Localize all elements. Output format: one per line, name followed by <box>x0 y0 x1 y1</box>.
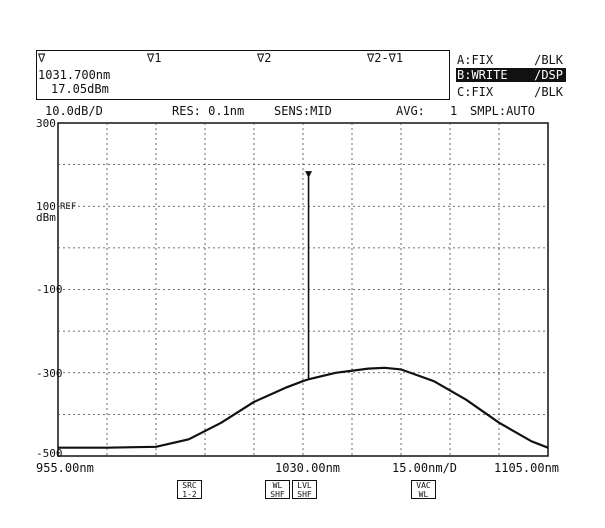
y-tick-minus300: -300 <box>36 367 63 380</box>
y-tick-minus500: -500 <box>36 447 63 460</box>
scale-readout: 10.0dB/D <box>45 104 103 118</box>
sampling-readout: SMPL:AUTO <box>470 104 536 118</box>
marker-diff-label: ∇2-∇1 <box>367 51 404 65</box>
marker-info-box: ∇ ∇1 ∇2 ∇2-∇1 1031.700nm 17.05dBm <box>36 50 450 100</box>
y-tick-300: 300 <box>36 117 56 130</box>
peak-marker-icon <box>305 171 313 179</box>
resolution-readout: RES: 0.1nm <box>172 104 245 118</box>
softkey-wl-shift[interactable]: WL SHF <box>265 480 290 499</box>
x-start-label: 955.00nm <box>36 461 94 475</box>
average-value: 1 <box>450 104 458 118</box>
softkey-vac-wl[interactable]: VAC WL <box>411 480 436 499</box>
trace-b-state: /DSP <box>534 68 563 82</box>
y-ref-label: REF <box>60 202 77 212</box>
y-unit-label: dBm <box>36 211 56 224</box>
trace-a-status[interactable]: A:FIX /BLK <box>456 53 566 67</box>
x-stop-label: 1105.00nm <box>494 461 560 475</box>
marker-wavelength: 1031.700nm <box>38 68 111 82</box>
marker-level: 17.05dBm <box>51 82 109 96</box>
trace-c-status[interactable]: C:FIX /BLK <box>456 85 566 99</box>
trace-c-label: C:FIX <box>457 85 494 99</box>
x-span-label: 15.00nm/D <box>392 461 458 475</box>
trace-c-state: /BLK <box>534 85 563 99</box>
spectrum-plot <box>57 122 549 457</box>
marker-symbol: ∇ <box>38 51 46 65</box>
trace-a-label: A:FIX <box>457 53 494 67</box>
spectrum-trace <box>58 366 549 449</box>
plot-grid <box>58 123 548 456</box>
marker-v2-label: ∇2 <box>257 51 272 65</box>
trace-a-state: /BLK <box>534 53 563 67</box>
marker-v1-label: ∇1 <box>147 51 162 65</box>
y-tick-minus100: -100 <box>36 283 63 296</box>
softkey-src[interactable]: SRC 1-2 <box>177 480 202 499</box>
x-center-label: 1030.00nm <box>275 461 341 475</box>
trace-b-label: B:WRITE <box>457 68 508 82</box>
trace-b-status[interactable]: B:WRITE /DSP <box>456 68 566 82</box>
average-label: AVG: <box>396 104 425 118</box>
softkey-lvl-shift[interactable]: LVL SHF <box>292 480 317 499</box>
y-tick-100: 100 <box>36 200 56 213</box>
sensitivity-readout: SENS:MID <box>274 104 332 118</box>
